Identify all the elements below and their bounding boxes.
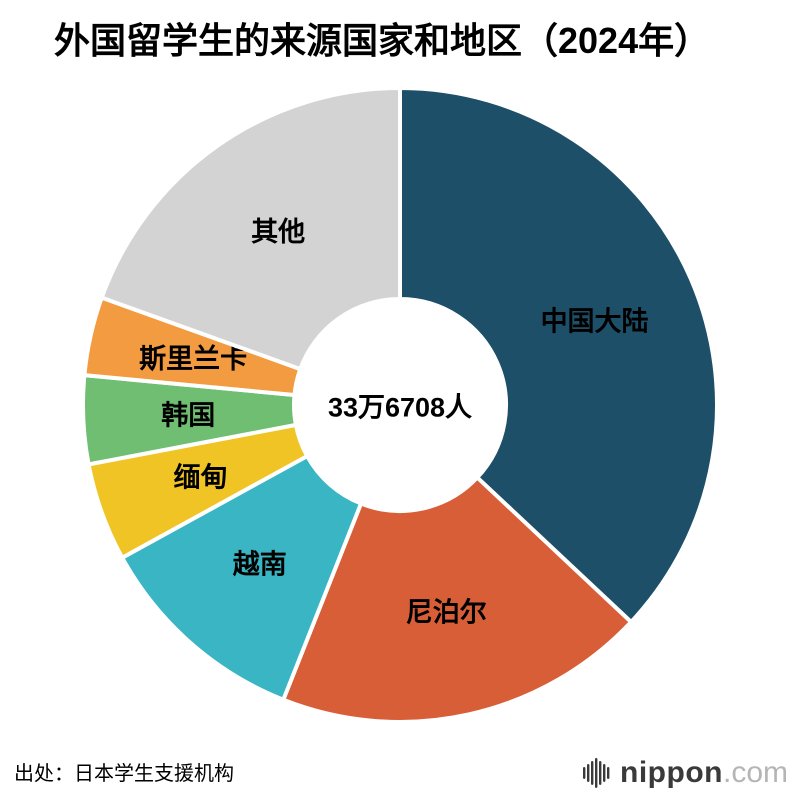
segment-label-3: 缅甸 (174, 462, 228, 492)
pie-segment-2 (120, 454, 363, 702)
segment-label-2: 越南 (233, 549, 287, 579)
segment-label-6: 其他 (251, 217, 305, 247)
segment-label-5: 斯里兰卡 (139, 344, 247, 374)
footer: 出处：日本学生支援机构 nippon.com (0, 756, 800, 790)
donut-chart-area: 中国大陆尼泊尔 越南 缅甸 韩国 斯里兰卡 其他 33万6708人 (0, 75, 800, 735)
page-title: 外国留学生的来源国家和地区（2024年） (54, 20, 711, 61)
source-note: 出处：日本学生支援机构 (14, 763, 234, 785)
segment-label-0: 中国大陆 (541, 306, 649, 336)
pie-segment-1 (281, 475, 634, 724)
center-total-label: 33万6708人 (327, 392, 473, 423)
segment-label-4: 韩国 (161, 400, 215, 430)
segment-label-1: 尼泊尔 (406, 597, 487, 627)
nippon-logo: nippon.com (583, 756, 788, 790)
pie-segment-0 (398, 86, 719, 625)
nippon-bars-icon (583, 758, 610, 788)
nippon-logo-name: nippon (620, 756, 723, 789)
pie-segment-6 (99, 86, 402, 372)
nippon-logo-tld: .com (722, 756, 788, 789)
